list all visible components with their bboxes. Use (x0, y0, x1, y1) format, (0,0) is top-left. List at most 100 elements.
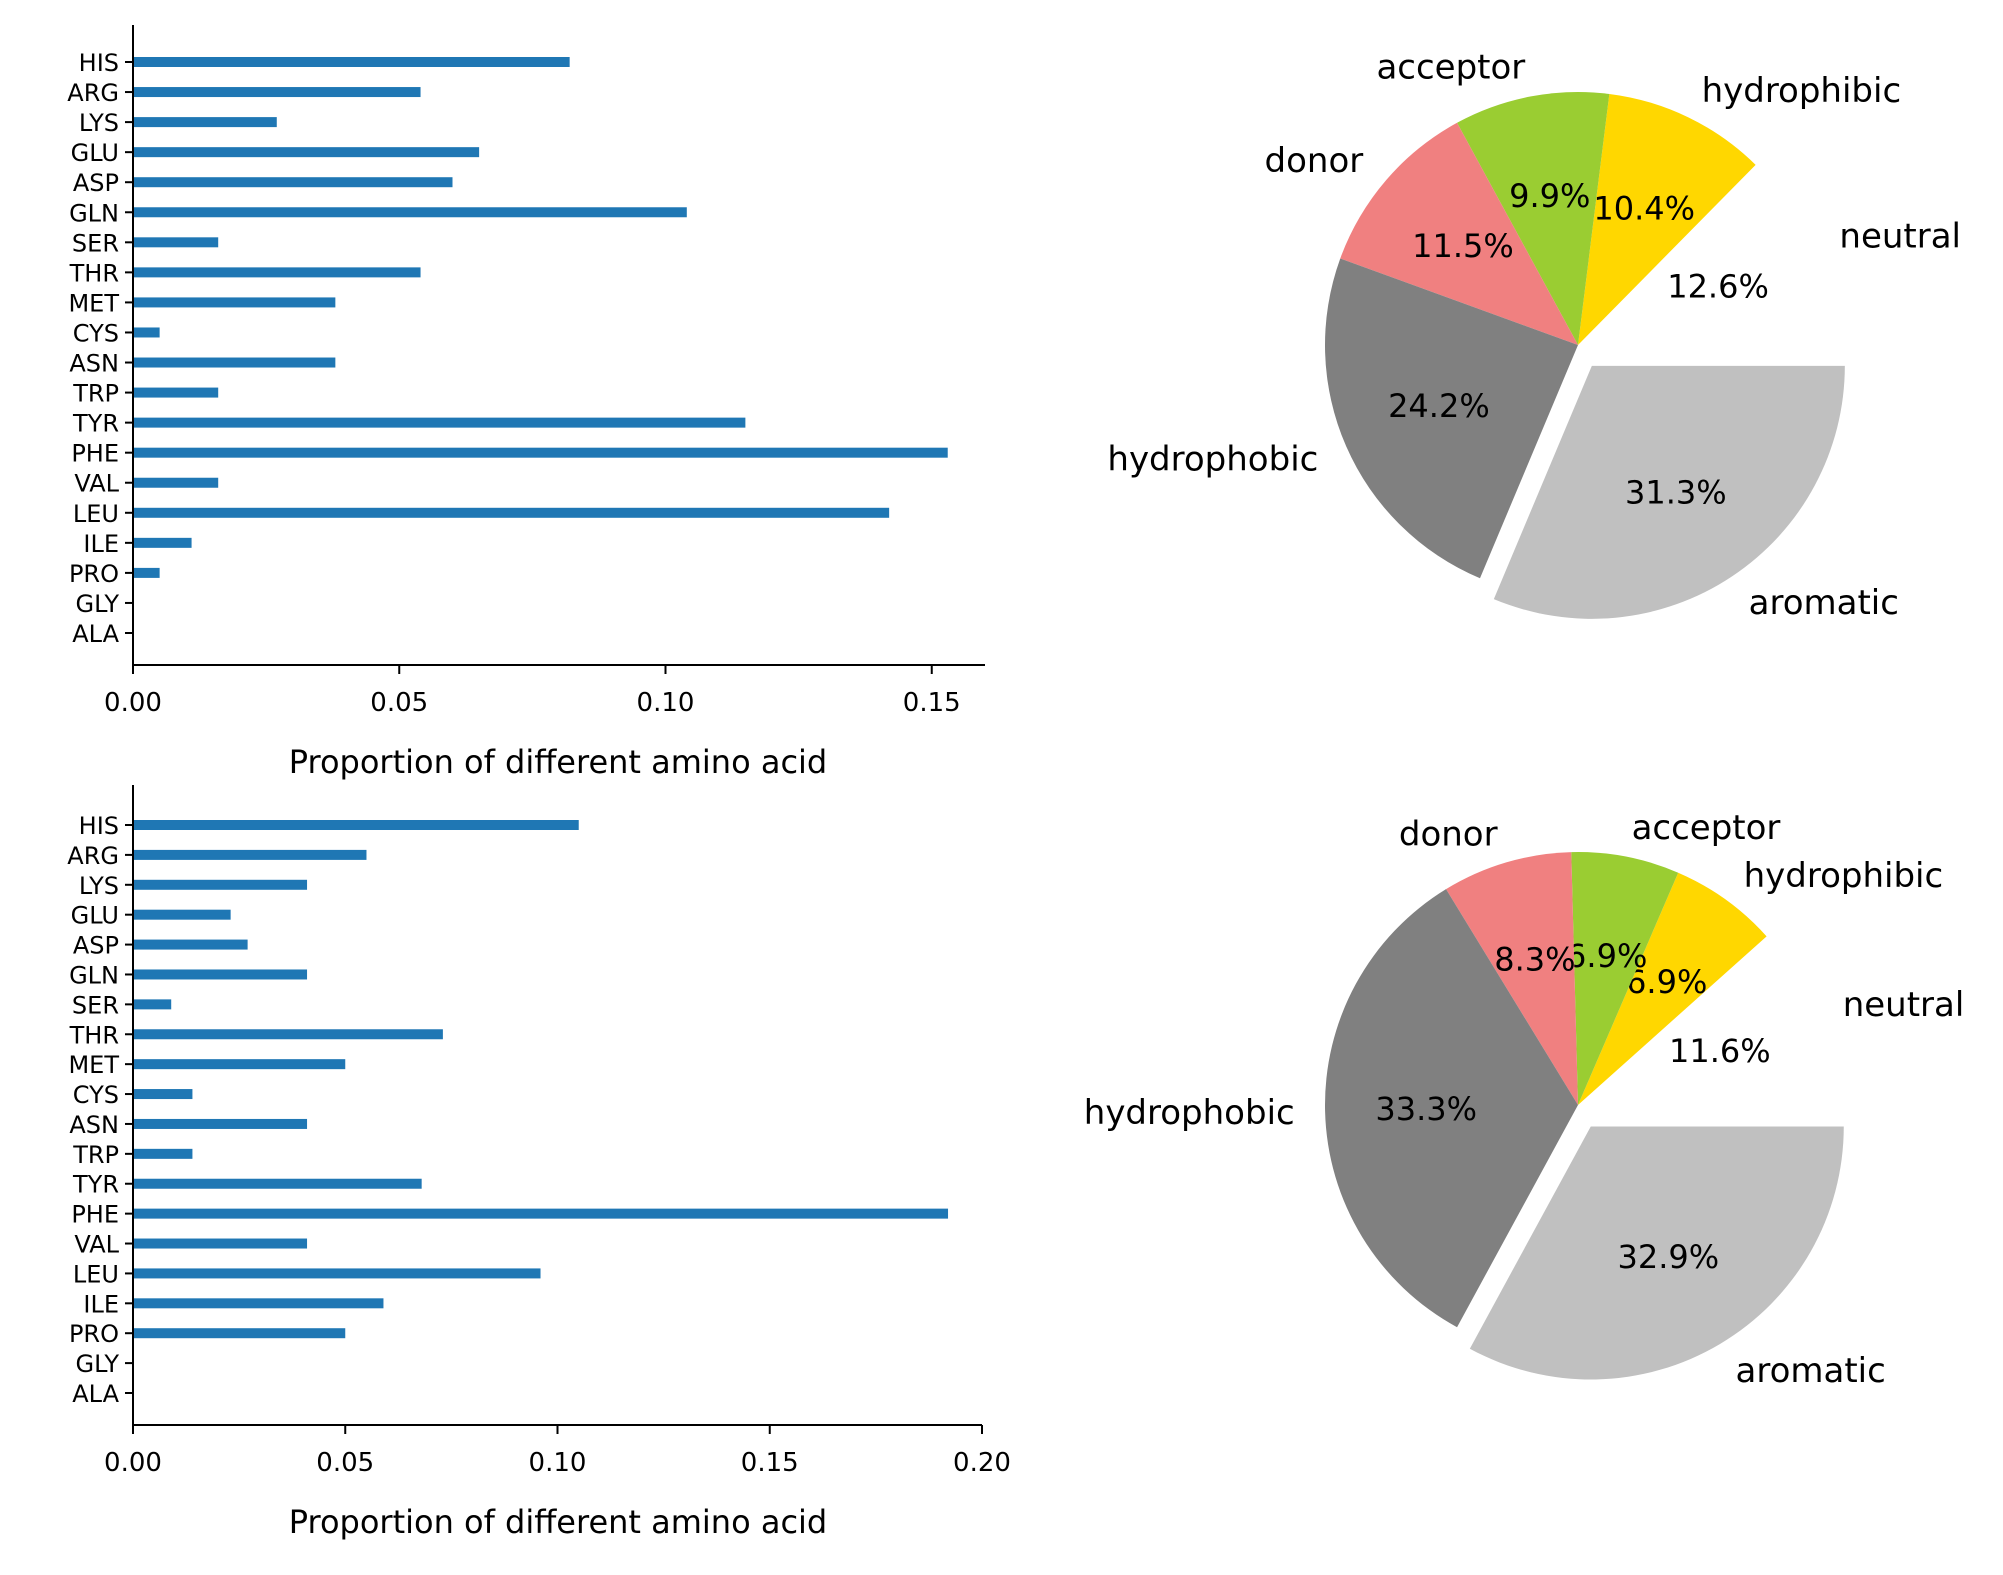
bar-ile (133, 537, 192, 548)
pie-label-neutral: neutral (1839, 217, 1961, 257)
bar-lys (133, 879, 308, 890)
y-tick-label: GLU (71, 139, 119, 167)
bar-tyr (133, 417, 746, 428)
pie-percent-neutral: 12.6% (1667, 267, 1769, 305)
y-tick-label: ILE (83, 1290, 119, 1318)
pie-label-donor: donor (1399, 814, 1498, 854)
pie-percent-hydrophobic: 33.3% (1375, 1090, 1477, 1128)
y-tick-label: TRP (72, 380, 119, 408)
bar-glu (133, 909, 231, 920)
pie-chart-bottom: neutral 11.6% hydrophibic 6.9% acceptor 6.9% d… (1084, 808, 1965, 1391)
bar-pro (133, 1328, 346, 1339)
bar-phe (133, 1208, 949, 1219)
y-tick-label: LEU (73, 1260, 119, 1288)
y-tick-label: ARG (67, 842, 119, 870)
bar-asn (133, 357, 336, 368)
y-tick-label: PRO (69, 1320, 119, 1348)
y-tick-label: HIS (79, 49, 119, 77)
bar-val (133, 477, 219, 488)
y-tick-label: ARG (67, 79, 119, 107)
pie-slice-aromatic (1493, 365, 1845, 619)
y-tick-label: GLU (71, 902, 119, 930)
bar-trp (133, 387, 219, 398)
y-tick-label: LEU (73, 500, 119, 528)
y-tick-label: TRP (72, 1141, 119, 1169)
bar-his (133, 57, 570, 67)
y-tick-label: ILE (83, 530, 119, 558)
x-tick-label: 0.15 (741, 1448, 799, 1478)
bar-asn (133, 1118, 308, 1129)
y-tick-label: PRO (69, 560, 119, 588)
pie-percent-aromatic: 32.9% (1617, 1238, 1719, 1276)
bar-trp (133, 1148, 193, 1159)
x-tick-label: 0.15 (903, 688, 961, 718)
pie-percent-neutral: 11.6% (1669, 1032, 1771, 1070)
pie-label-acceptor: acceptor (1376, 48, 1525, 88)
x-axis-title: Proportion of different amino acid (289, 1503, 827, 1541)
y-tick-label: ALA (72, 620, 119, 648)
y-tick-label: ASP (73, 932, 119, 960)
bar-leu (133, 507, 890, 518)
bar-pro (133, 567, 160, 578)
y-tick-label: LYS (79, 109, 119, 137)
bar-gln (133, 207, 687, 218)
pie-percent-hydrophibic: 6.9% (1626, 963, 1707, 1001)
y-tick-label: THR (69, 259, 119, 287)
pie-slice-acceptor (1571, 852, 1679, 1105)
y-tick-label: ALA (72, 1380, 119, 1408)
y-tick-label: SER (72, 991, 119, 1019)
bar-asp (133, 177, 453, 188)
bar-cys (133, 327, 160, 338)
y-tick-label: LYS (79, 872, 119, 900)
bar-tyr (133, 1178, 422, 1189)
y-tick-label: GLN (69, 961, 119, 989)
x-tick-label: 0.10 (529, 1448, 587, 1478)
x-tick-label: 0.10 (637, 688, 695, 718)
pie-percent-hydrophobic: 24.2% (1388, 387, 1490, 425)
pie-label-hydrophibic: hydrophibic (1744, 856, 1944, 896)
pie-slice-neutral (1578, 164, 1832, 345)
bar-asp (133, 939, 248, 950)
bar-arg (133, 849, 367, 860)
y-tick-label: HIS (79, 812, 119, 840)
pie-percent-donor: 8.3% (1494, 940, 1575, 978)
pie-percent-aromatic: 31.3% (1625, 473, 1727, 511)
pie-chart-top: neutral 12.6% hydrophibic 10.4% acceptor 9.9%… (1107, 48, 1961, 623)
pie-label-aromatic: aromatic (1736, 1351, 1886, 1391)
bar-phe (133, 447, 948, 458)
bar-val (133, 1238, 308, 1249)
pie-percent-acceptor: 9.9% (1509, 177, 1590, 215)
bar-gln (133, 969, 308, 980)
y-tick-label: TYR (72, 1171, 119, 1199)
pie-slice-hydrophibic (1578, 93, 1756, 345)
pie-percent-donor: 11.5% (1412, 227, 1514, 265)
bar-thr (133, 1029, 443, 1040)
x-tick-label: 0.05 (316, 1448, 374, 1478)
bar-ser (133, 237, 219, 248)
y-tick-label: MET (68, 289, 119, 317)
pie-slice-acceptor (1457, 91, 1610, 345)
bar-chart-bottom: HISARGLYSGLUASPGLNSERTHRMETCYSASNTRPTYRP… (67, 785, 1011, 1541)
pie-slice-hydrophobic (1325, 258, 1578, 579)
bar-cys (133, 1089, 193, 1100)
bar-lys (133, 117, 277, 128)
x-tick-label: 0.05 (370, 688, 428, 718)
pie-slice-neutral (1578, 936, 1832, 1105)
y-tick-label: ASN (69, 350, 119, 378)
bar-chart-top: HISARGLYSGLUASPGLNSERTHRMETCYSASNTRPTYRP… (67, 25, 985, 781)
bar-thr (133, 267, 421, 278)
x-axis-title: Proportion of different amino acid (289, 743, 827, 781)
x-tick-label: 0.00 (104, 1448, 162, 1478)
y-tick-label: THR (69, 1021, 119, 1049)
pie-label-hydrophobic: hydrophobic (1084, 1093, 1295, 1133)
bar-ser (133, 999, 172, 1010)
pie-label-donor: donor (1265, 141, 1364, 181)
x-tick-label: 0.00 (104, 688, 162, 718)
y-tick-label: TYR (72, 410, 119, 438)
bar-glu (133, 147, 480, 158)
pie-slice-hydrophibic (1578, 872, 1767, 1105)
bar-ile (133, 1298, 384, 1309)
pie-label-hydrophobic: hydrophobic (1107, 439, 1318, 479)
pie-slice-hydrophobic (1325, 889, 1578, 1328)
y-tick-label: VAL (74, 470, 119, 498)
